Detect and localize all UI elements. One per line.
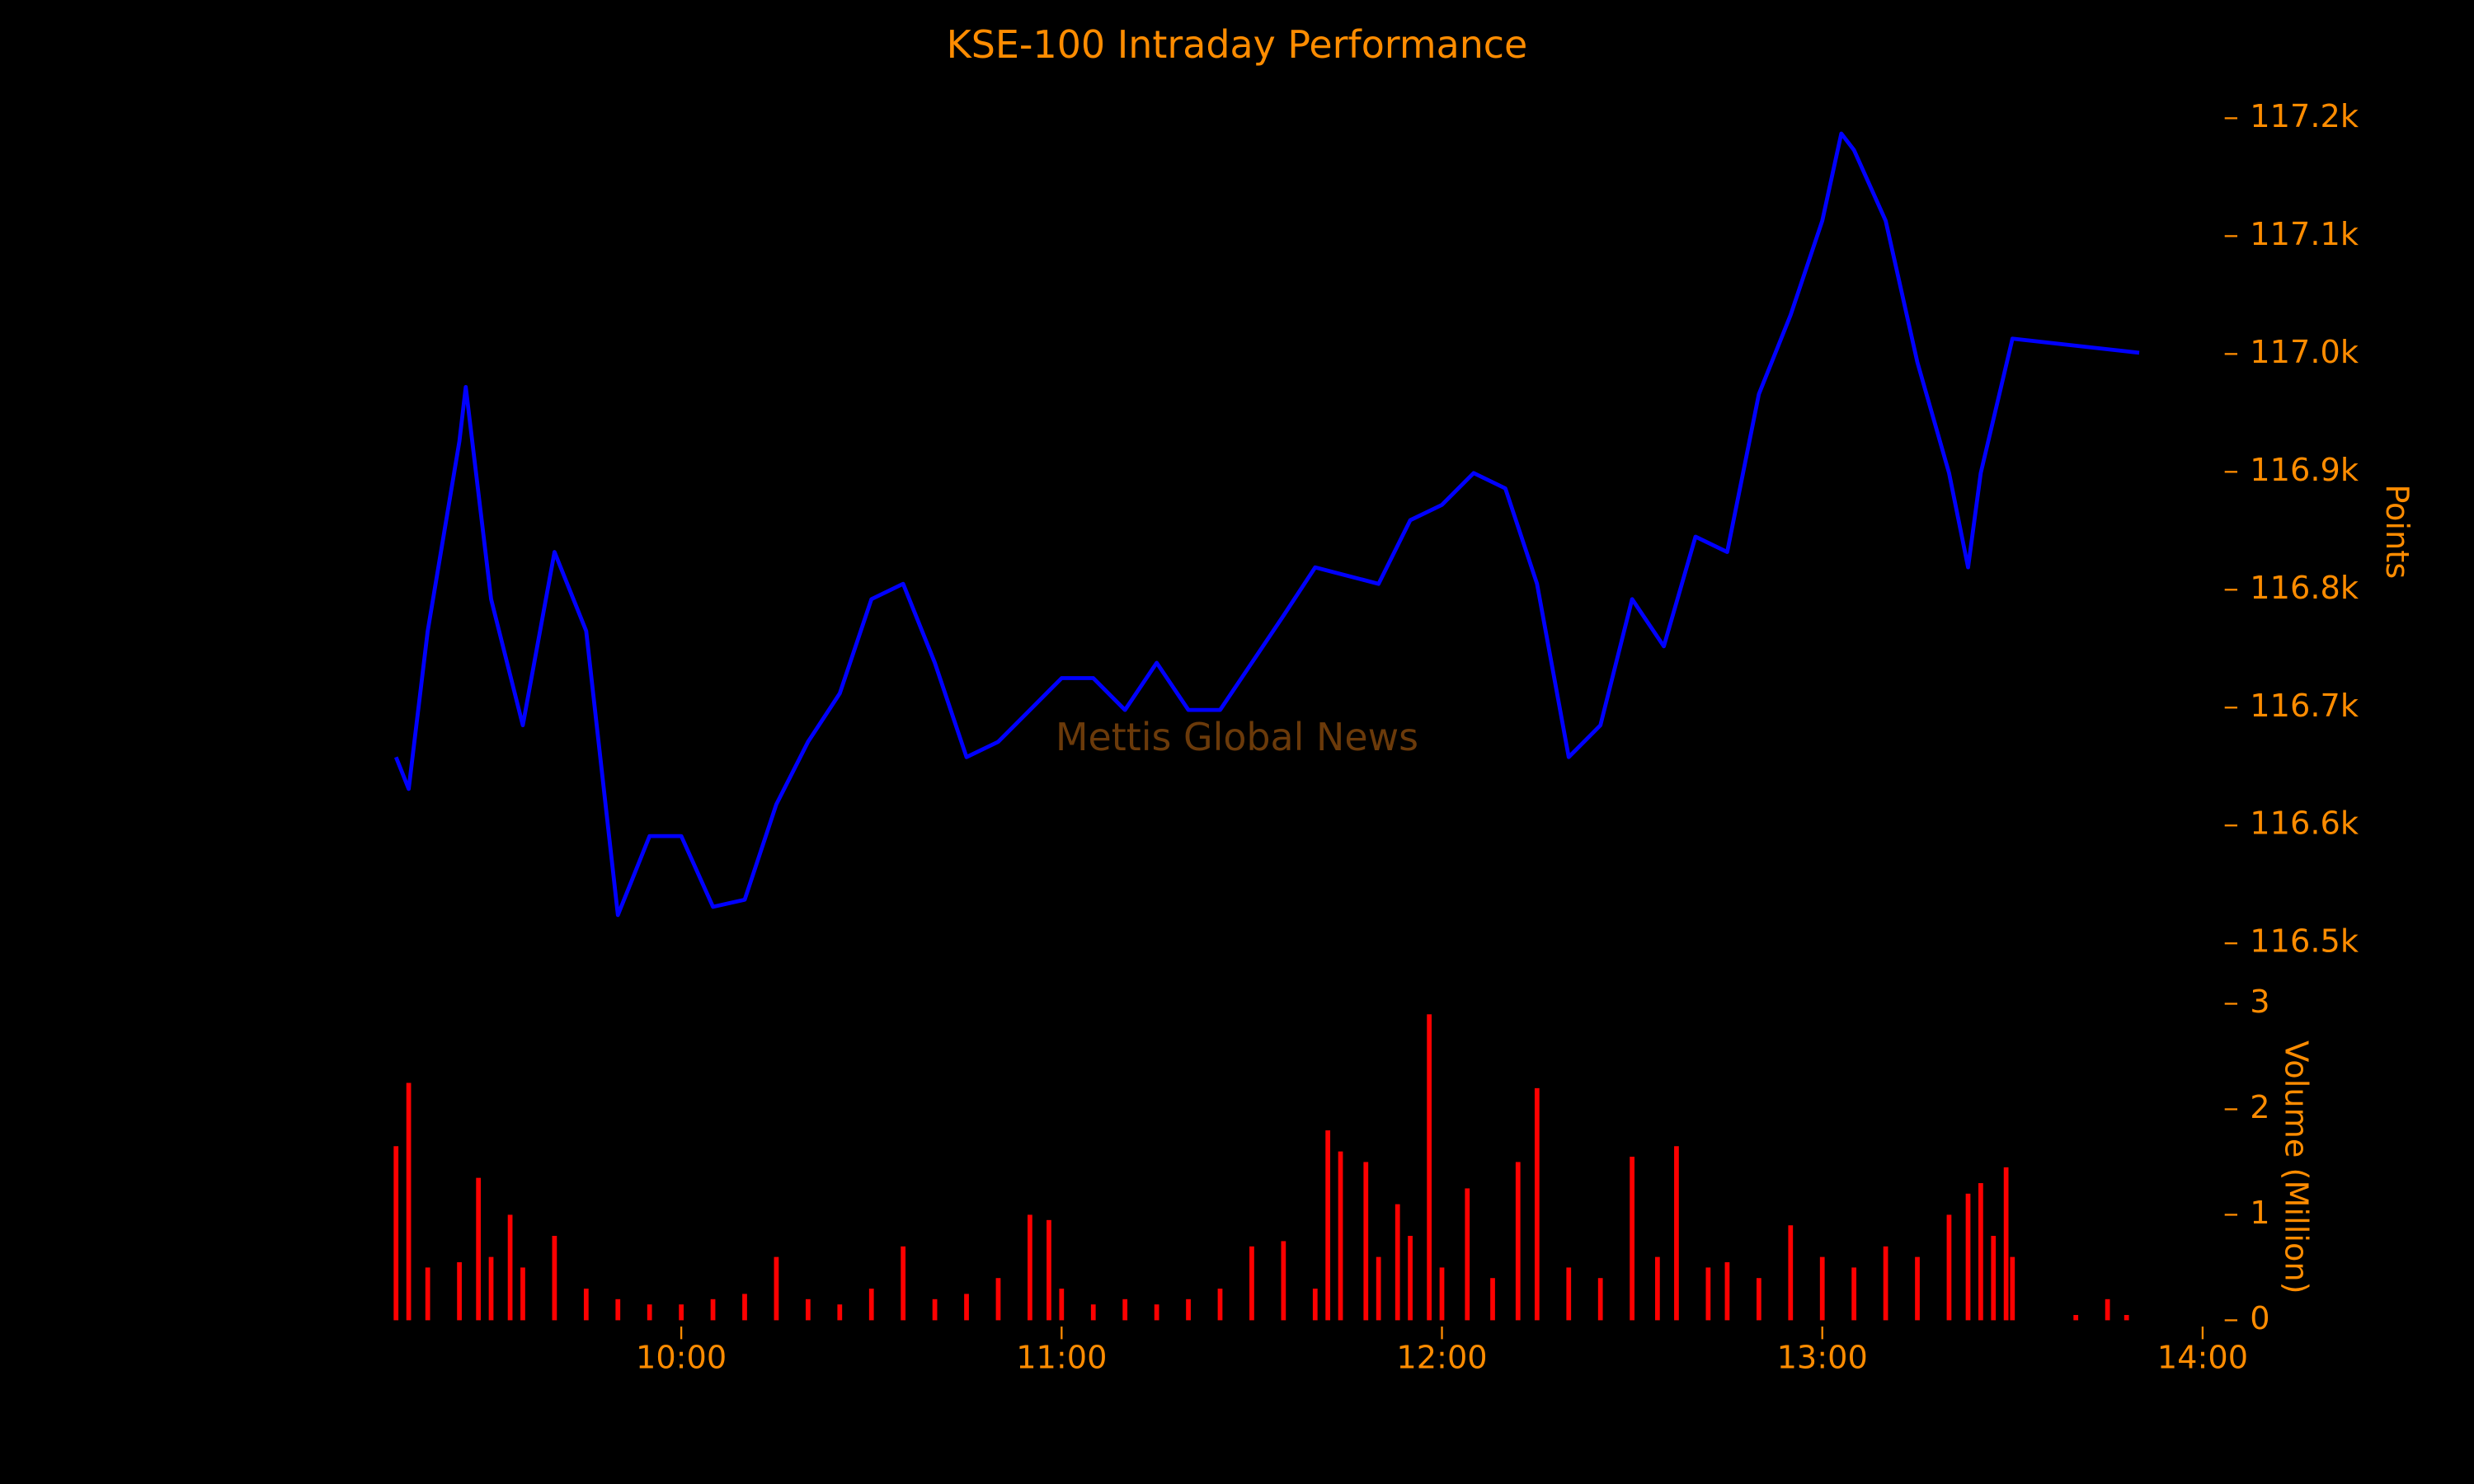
volume-bar [964, 1294, 969, 1321]
x-tick-label: 12:00 [1396, 1340, 1487, 1377]
volume-bar [1395, 1204, 1400, 1321]
volume-bar [837, 1304, 843, 1321]
volume-bar [2010, 1256, 2015, 1321]
volume-bar [742, 1294, 747, 1321]
volume-bar [1090, 1304, 1096, 1321]
y-tick-label: 1 [2250, 1195, 2269, 1232]
volume-bar [476, 1177, 482, 1321]
volume-bar [1154, 1304, 1159, 1321]
volume-bar [1654, 1256, 1660, 1321]
y-axis-label: Points [2378, 484, 2415, 579]
volume-bar [805, 1298, 811, 1321]
volume-bar [901, 1246, 906, 1321]
volume-bar [1281, 1241, 1286, 1321]
y-tick-label: 116.5k [2250, 923, 2359, 960]
volume-bar [1047, 1219, 1051, 1321]
volume-bar [1376, 1256, 1381, 1321]
volume-bar [1991, 1236, 1997, 1321]
volume-bar [583, 1289, 589, 1321]
volume-bar [1338, 1151, 1343, 1321]
volume-bar [679, 1304, 684, 1321]
volume-bar [995, 1278, 1001, 1321]
volume-bar [1946, 1214, 1952, 1321]
volume-bar [406, 1082, 412, 1321]
volume-bar [1915, 1256, 1920, 1321]
y-tick-label: 0 [2250, 1300, 2269, 1337]
y-tick-label: 117.2k [2250, 98, 2359, 135]
volume-bar [1325, 1130, 1331, 1321]
volume-bar [488, 1256, 494, 1321]
volume-bar [1566, 1267, 1572, 1321]
volume-bar [1630, 1157, 1634, 1321]
volume-bar [1217, 1289, 1223, 1321]
volume-bar [1028, 1214, 1032, 1321]
volume-bar [1756, 1278, 1761, 1321]
y-tick-label: 3 [2250, 984, 2269, 1021]
y-tick-label: 116.6k [2250, 805, 2359, 843]
price-line [394, 131, 2140, 918]
x-tick-label: 13:00 [1777, 1340, 1868, 1377]
volume-bar [520, 1267, 525, 1321]
volume-bar [1249, 1246, 1254, 1321]
volume-bar [393, 1146, 399, 1321]
y-tick-label: 116.9k [2250, 452, 2359, 489]
volume-bar [1465, 1188, 1470, 1321]
x-tick-label: 10:00 [636, 1340, 727, 1377]
y-tick-label: 2 [2250, 1089, 2269, 1126]
volume-bar [2003, 1167, 2009, 1321]
volume-bar [1978, 1183, 1983, 1321]
x-tick-label: 14:00 [2157, 1340, 2248, 1377]
volume-bar [774, 1256, 779, 1321]
volume-bar [2124, 1315, 2129, 1321]
volume-bar [1059, 1289, 1065, 1321]
volume-bar [932, 1298, 938, 1321]
y-tick-label: 116.7k [2250, 688, 2359, 725]
x-tick-label: 11:00 [1016, 1340, 1107, 1377]
volume-bar [1439, 1267, 1445, 1321]
volume-bar [1705, 1267, 1711, 1321]
watermark: Mettis Global News [1056, 715, 1418, 759]
volume-bar [1851, 1267, 1857, 1321]
volume-bar [868, 1289, 874, 1321]
volume-bar [552, 1236, 557, 1321]
y-tick-label: 117.1k [2250, 216, 2359, 253]
y2-axis-label: Volume (Million) [2277, 1040, 2314, 1294]
volume-bar [1490, 1278, 1495, 1321]
volume-bar [615, 1298, 621, 1321]
volume-bar [1408, 1236, 1413, 1321]
volume-bar [1819, 1256, 1825, 1321]
volume-bar [1534, 1087, 1540, 1321]
volume-bar [1883, 1246, 1888, 1321]
volume-bar [1363, 1162, 1369, 1321]
volume-bar [647, 1304, 652, 1321]
volume-bar [425, 1267, 430, 1321]
volume-bar [1597, 1278, 1603, 1321]
volume-bar [710, 1298, 716, 1321]
chart-title: KSE-100 Intraday Performance [947, 22, 1528, 67]
volume-bar [1674, 1146, 1679, 1321]
volume-bar [1965, 1193, 1971, 1321]
y-tick-label: 117.0k [2250, 334, 2359, 371]
y-tick-label: 116.8k [2250, 570, 2359, 607]
volume-bar [1515, 1162, 1521, 1321]
volume-bar [457, 1262, 462, 1321]
volume-bar [1427, 1014, 1432, 1321]
volume-bar [1312, 1289, 1318, 1321]
volume-bar [507, 1214, 513, 1321]
volume-bar [1186, 1298, 1191, 1321]
volume-bar [1724, 1262, 1730, 1321]
volume-bar [2073, 1315, 2079, 1321]
volume-bar [1788, 1225, 1794, 1321]
volume-bar [1122, 1298, 1128, 1321]
volume-bar [2105, 1298, 2110, 1321]
